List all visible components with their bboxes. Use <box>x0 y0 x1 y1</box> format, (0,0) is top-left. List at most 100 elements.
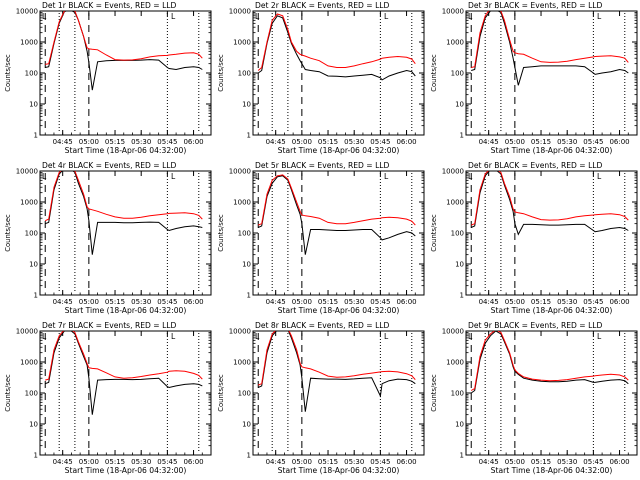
x-tick-label: 04:45 <box>479 138 499 146</box>
lld-series-line <box>45 331 203 381</box>
chart-title: Det 6r BLACK = Events, RED = LLD <box>468 161 603 170</box>
x-tick-label: 06:00 <box>609 458 629 466</box>
x-tick-label: 06:00 <box>183 298 203 306</box>
y-tick-label: 10 <box>29 421 38 429</box>
plot-frame <box>39 330 212 456</box>
y-tick-label: 1 <box>247 132 251 140</box>
y-axis-label: Counts/sec <box>217 54 225 92</box>
x-tick-label: 05:00 <box>292 458 312 466</box>
corner-marker: L <box>255 332 260 341</box>
x-tick-label: 05:00 <box>79 298 99 306</box>
plot-frame <box>39 170 212 296</box>
y-axis-label: Counts/sec <box>4 214 12 252</box>
corner-marker: L <box>384 332 389 341</box>
y-tick-label: 1 <box>34 132 38 140</box>
chart-panel-8: Det 8r BLACK = Events, RED = LLD 1 10 100 10… <box>217 321 425 475</box>
plot-frame <box>465 10 638 136</box>
y-tick-label: 10 <box>242 261 251 269</box>
y-tick-label: 1000 <box>233 199 251 207</box>
x-tick-label: 05:00 <box>79 138 99 146</box>
y-tick-label: 1 <box>460 452 464 460</box>
y-tick-label: 1000 <box>446 199 464 207</box>
chart-panel-9: Det 9r BLACK = Events, RED = LLD 1 10 100 10… <box>430 321 638 475</box>
x-tick-label: 05:45 <box>370 298 390 306</box>
y-tick-label: 10 <box>455 101 464 109</box>
chart-title: Det 2r BLACK = Events, RED = LLD <box>255 1 390 10</box>
y-tick-label: 100 <box>451 230 464 238</box>
lld-series-line <box>44 171 203 222</box>
x-tick-label: 04:45 <box>53 298 73 306</box>
corner-marker: L <box>384 172 389 181</box>
y-tick-label: 10 <box>455 421 464 429</box>
y-tick-label: 100 <box>451 70 464 78</box>
y-tick-label: 1 <box>34 452 38 460</box>
y-axis-label: Counts/sec <box>217 374 225 412</box>
y-tick-label: 100 <box>238 390 251 398</box>
corner-marker: L <box>171 12 176 21</box>
x-tick-label: 05:30 <box>344 458 364 466</box>
y-tick-label: 1000 <box>20 359 38 367</box>
y-tick-label: 1 <box>247 292 251 300</box>
corner-marker: L <box>171 172 176 181</box>
y-tick-label: 100 <box>25 70 38 78</box>
x-axis-label: Start Time (18-Apr-06 04:32:00) <box>278 146 400 155</box>
y-tick-label: 10000 <box>229 168 251 176</box>
x-tick-label: 05:00 <box>505 298 525 306</box>
x-tick-label: 05:15 <box>531 138 551 146</box>
x-tick-label: 05:15 <box>105 298 125 306</box>
y-tick-label: 10 <box>242 101 251 109</box>
x-tick-label: 05:45 <box>370 458 390 466</box>
x-tick-label: 06:00 <box>609 138 629 146</box>
x-tick-label: 05:30 <box>557 458 577 466</box>
x-tick-label: 05:45 <box>157 138 177 146</box>
x-tick-label: 05:15 <box>318 298 338 306</box>
y-axis-label: Counts/sec <box>430 214 438 252</box>
y-tick-label: 1000 <box>20 39 38 47</box>
y-tick-label: 1 <box>247 452 251 460</box>
y-tick-label: 1000 <box>233 39 251 47</box>
events-series-line <box>45 331 203 415</box>
y-tick-label: 10 <box>242 421 251 429</box>
events-series-line <box>470 331 629 394</box>
corner-marker: L <box>597 332 602 341</box>
x-axis-label: Start Time (18-Apr-06 04:32:00) <box>278 466 400 475</box>
y-tick-label: 100 <box>451 390 464 398</box>
x-tick-label: 04:45 <box>479 458 499 466</box>
corner-marker: L <box>42 12 47 21</box>
x-tick-label: 05:15 <box>318 138 338 146</box>
y-tick-label: 1 <box>34 292 38 300</box>
y-tick-label: 10 <box>29 101 38 109</box>
chart-title: Det 8r BLACK = Events, RED = LLD <box>255 321 390 330</box>
chart-panel-3: Det 3r BLACK = Events, RED = LLD 1 10 100 10… <box>430 1 638 155</box>
x-tick-label: 05:15 <box>105 138 125 146</box>
x-tick-label: 05:30 <box>131 458 151 466</box>
x-tick-label: 05:15 <box>531 458 551 466</box>
chart-panel-6: Det 6r BLACK = Events, RED = LLD 1 10 100 10… <box>430 161 638 315</box>
x-tick-label: 05:30 <box>344 138 364 146</box>
x-axis-label: Start Time (18-Apr-06 04:32:00) <box>278 306 400 315</box>
x-tick-label: 04:45 <box>266 138 286 146</box>
y-tick-label: 100 <box>25 390 38 398</box>
plot-frame <box>39 10 212 136</box>
chart-title: Det 3r BLACK = Events, RED = LLD <box>468 1 603 10</box>
corner-marker: L <box>597 172 602 181</box>
lld-series-line <box>258 174 416 226</box>
y-tick-label: 10000 <box>442 328 464 336</box>
corner-marker: L <box>468 332 473 341</box>
y-axis-label: Counts/sec <box>430 54 438 92</box>
y-tick-label: 1000 <box>233 359 251 367</box>
x-tick-label: 05:45 <box>370 138 390 146</box>
x-tick-label: 06:00 <box>183 138 203 146</box>
x-tick-label: 05:30 <box>131 138 151 146</box>
x-tick-label: 05:15 <box>318 458 338 466</box>
x-tick-label: 04:45 <box>266 298 286 306</box>
y-tick-label: 10 <box>29 261 38 269</box>
y-axis-label: Counts/sec <box>4 374 12 412</box>
y-tick-label: 10000 <box>16 328 38 336</box>
events-series-line <box>471 11 629 86</box>
x-axis-label: Start Time (18-Apr-06 04:32:00) <box>491 306 613 315</box>
y-tick-label: 1000 <box>20 199 38 207</box>
x-tick-label: 04:45 <box>53 138 73 146</box>
x-tick-label: 05:15 <box>105 458 125 466</box>
